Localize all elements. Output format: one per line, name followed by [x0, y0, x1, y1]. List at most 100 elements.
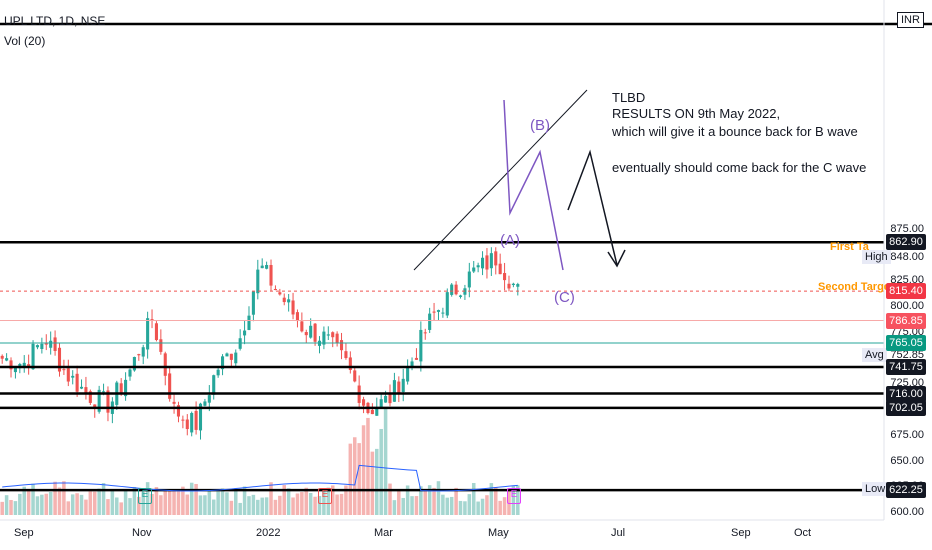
volume-bar [423, 490, 428, 515]
trendline-tlbd [413, 89, 588, 271]
volume-bar [26, 488, 31, 515]
candle-body [322, 331, 326, 345]
volume-bar [260, 497, 264, 515]
candle-body [124, 379, 128, 397]
volume-bar [357, 443, 361, 515]
candle-body [450, 284, 454, 295]
volume-bar [419, 486, 423, 515]
price-badge: 622.25 [886, 482, 926, 499]
price-marker-label: Low [862, 482, 889, 497]
candle-body [238, 338, 242, 349]
volume-indicator-label[interactable]: Vol (20) [4, 34, 46, 48]
volume-bar [480, 498, 485, 515]
volume-bar [123, 490, 128, 515]
price-badge: 786.85 [886, 312, 926, 329]
volume-bar [167, 490, 172, 515]
volume-bar [445, 497, 450, 515]
volume-bar [234, 488, 238, 515]
volume-bar [79, 494, 84, 515]
volume-bar [229, 500, 234, 515]
candle-body [401, 378, 405, 393]
volume-bar [264, 497, 269, 515]
candle-body [370, 409, 374, 415]
earnings-marker[interactable]: E [138, 488, 152, 504]
volume-bars [0, 408, 520, 515]
candle-body [410, 361, 414, 368]
candle-body [485, 255, 489, 270]
volume-bar [427, 485, 432, 515]
candle-body [137, 354, 141, 356]
candle-body [141, 347, 145, 357]
time-tick: Nov [132, 527, 152, 539]
volume-bar [489, 483, 494, 515]
candle-body [278, 292, 282, 295]
candle-body [498, 263, 502, 275]
volume-bar [176, 490, 181, 515]
volume-bar [516, 485, 520, 515]
volume-bar [291, 497, 295, 515]
candle-body [339, 340, 344, 351]
volume-bar [242, 486, 247, 515]
candle-body [181, 419, 185, 421]
volume-bar [92, 491, 97, 515]
volume-bar [352, 437, 357, 515]
candle-body [31, 343, 35, 370]
candle-body [93, 404, 97, 408]
candle-body [251, 291, 255, 315]
volume-bar [436, 481, 441, 515]
volume-bar [9, 499, 13, 515]
candle-body [335, 333, 339, 344]
volume-bar [211, 499, 216, 515]
volume-bar [326, 487, 331, 515]
price-marker-label: Avg [862, 347, 887, 362]
volume-bar [507, 488, 511, 515]
volume-bar [405, 485, 410, 515]
volume-bar [273, 499, 278, 515]
candle-body [388, 394, 392, 404]
volume-bar [185, 494, 190, 515]
candle-body [49, 340, 53, 348]
volume-bar [300, 492, 304, 515]
candle-body [84, 387, 88, 393]
volume-bar [511, 485, 516, 515]
candle-body [516, 284, 520, 287]
candle-body [79, 386, 84, 389]
currency-badge[interactable]: INR [897, 12, 924, 28]
earnings-marker[interactable]: E [507, 488, 521, 504]
volume-bar [31, 483, 35, 515]
candle-body [221, 356, 225, 370]
candle-body [507, 283, 511, 289]
volume-bar [348, 443, 353, 515]
candle-body [194, 410, 198, 430]
first-target-label: First Ta [830, 241, 869, 253]
candle-body [243, 330, 247, 336]
volume-bar [35, 496, 40, 515]
annotation-bounce: which will give it a bounce back for B w… [612, 124, 858, 139]
candle-body [150, 319, 154, 321]
volume-bar [370, 451, 375, 515]
candle-body [198, 403, 203, 431]
candle-body [467, 271, 471, 288]
volume-bar [313, 496, 317, 515]
candle-body [27, 364, 31, 368]
candle-body [344, 351, 348, 359]
candle-body [494, 251, 498, 266]
candle-body [9, 360, 13, 370]
volume-bar [304, 487, 309, 515]
volume-bar [441, 494, 445, 515]
annotation-c-wave: eventually should come back for the C wa… [612, 160, 867, 175]
earnings-marker[interactable]: E [318, 488, 332, 504]
candle-body [40, 343, 44, 349]
candle-body [22, 362, 26, 369]
volume-bar [150, 493, 154, 515]
candle-body [379, 399, 383, 408]
volume-bar [0, 501, 4, 515]
candle-body [207, 395, 211, 403]
candle-body [282, 297, 286, 303]
volume-bar [256, 499, 260, 515]
candle-body [362, 399, 366, 406]
volume-bar [335, 494, 339, 515]
candle-body [265, 264, 269, 269]
candle-body [406, 366, 410, 382]
